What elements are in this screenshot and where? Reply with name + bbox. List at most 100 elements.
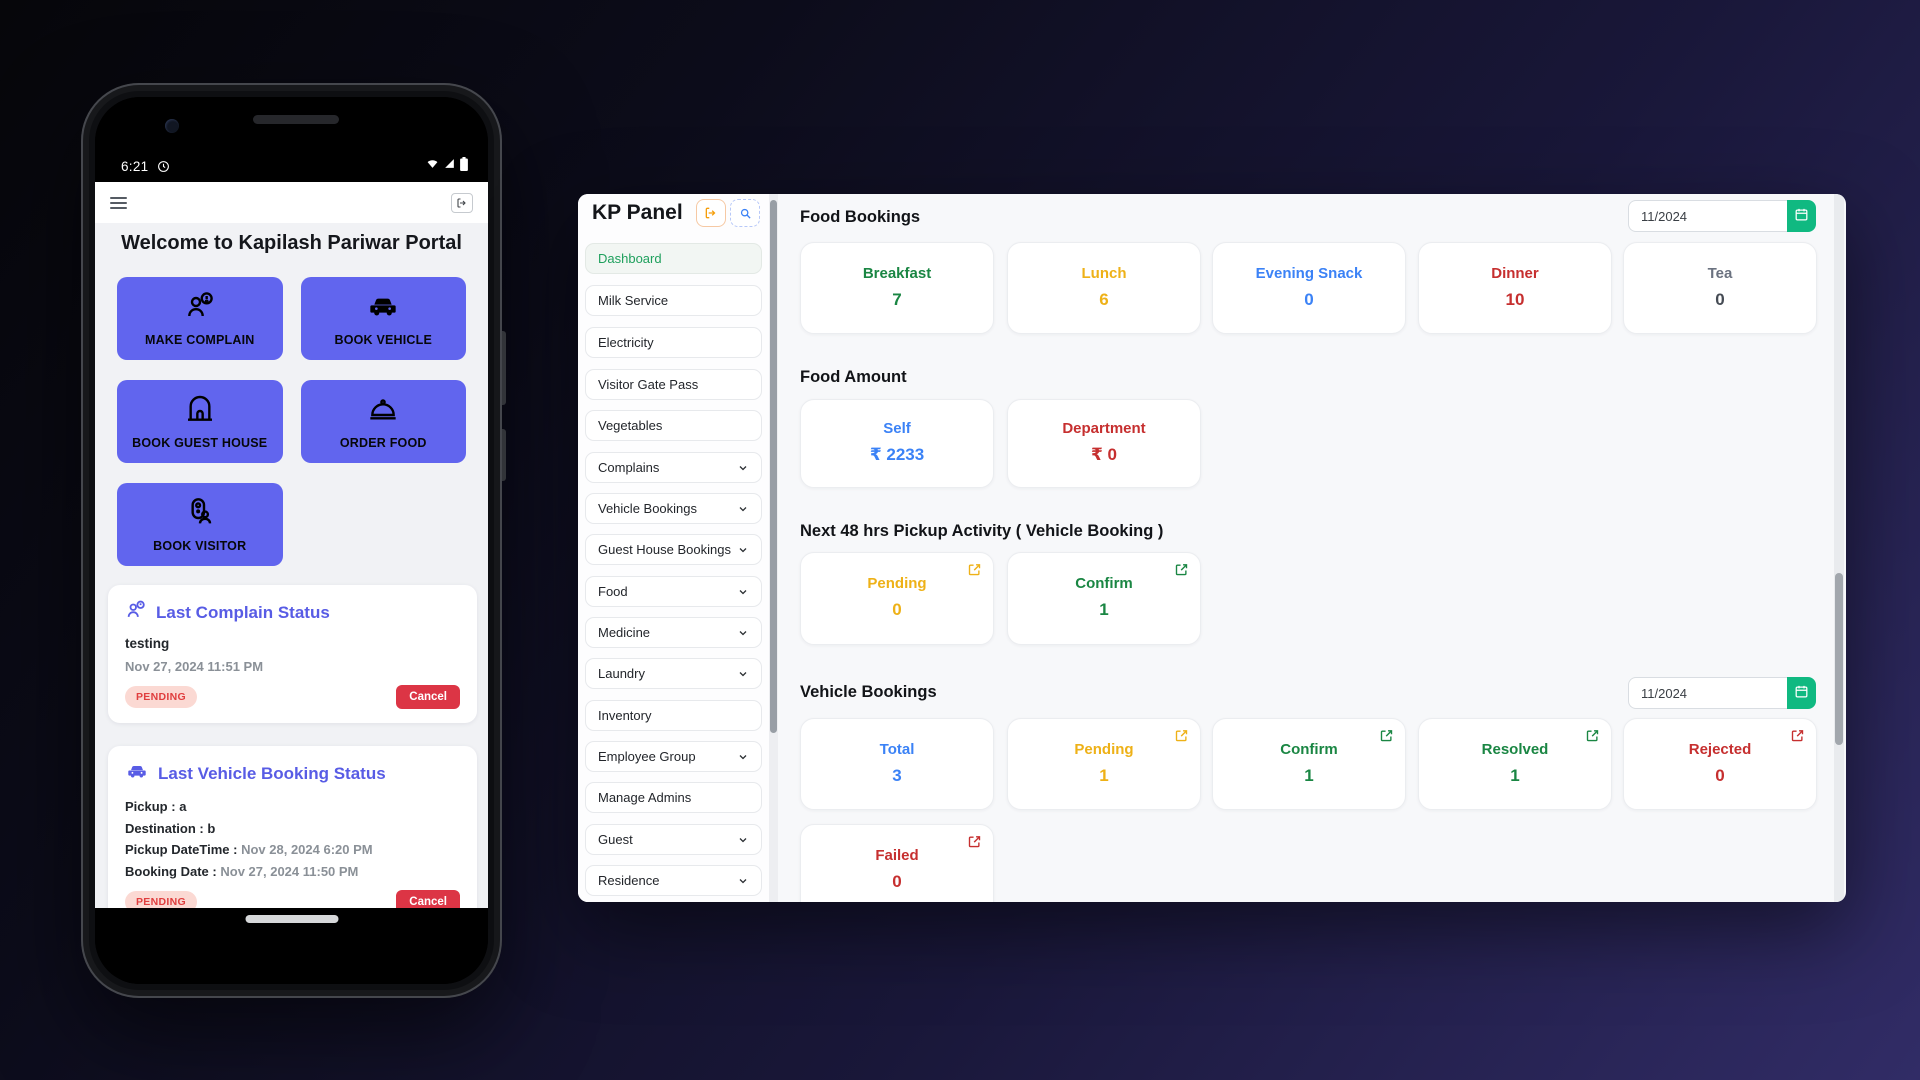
sidebar-item-laundry[interactable]: Laundry: [585, 658, 762, 689]
month-input[interactable]: [1628, 677, 1787, 709]
sidebar-item-milk-service[interactable]: Milk Service: [585, 285, 762, 316]
action-button-grid: MAKE COMPLAIN BOOK VEHICLE BOOK GUEST HO…: [117, 277, 466, 566]
section-heading-vehicle-bookings: Vehicle Bookings: [800, 683, 937, 701]
food-date-picker: [1628, 200, 1816, 232]
stat-card-dinner: Dinner 10: [1418, 242, 1612, 334]
sidebar-item-residence[interactable]: Residence: [585, 865, 762, 896]
stat-card-pickup-pending: Pending 0: [800, 552, 994, 645]
chevron-down-icon: [737, 668, 749, 680]
calendar-button[interactable]: [1787, 677, 1816, 709]
book-vehicle-button[interactable]: BOOK VEHICLE: [300, 277, 466, 360]
calendar-icon: [1794, 684, 1809, 702]
chevron-down-icon: [737, 503, 749, 515]
make-complain-button[interactable]: MAKE COMPLAIN: [117, 277, 283, 360]
action-label: BOOK GUEST HOUSE: [132, 436, 268, 450]
stat-card-breakfast: Breakfast 7: [800, 242, 994, 334]
phone-screen: 6:21 Welcome to Kapilash Pariwar Portal: [95, 97, 488, 984]
home-indicator[interactable]: [245, 915, 338, 923]
cancel-button[interactable]: Cancel: [396, 890, 460, 908]
external-link-icon[interactable]: [1174, 562, 1189, 577]
sidebar-item-vegetables[interactable]: Vegetables: [585, 410, 762, 441]
volume-button: [502, 331, 506, 405]
search-button[interactable]: [730, 199, 760, 227]
stat-card-tea: Tea 0: [1623, 242, 1817, 334]
sidebar-item-vehicle-bookings[interactable]: Vehicle Bookings: [585, 493, 762, 524]
month-input[interactable]: [1628, 200, 1787, 232]
stat-card-confirm: Confirm 1: [1212, 718, 1406, 810]
chevron-down-icon: [737, 875, 749, 887]
action-label: ORDER FOOD: [339, 436, 427, 450]
complain-person-icon: [125, 599, 147, 626]
stat-card-evening-snack: Evening Snack 0: [1212, 242, 1406, 334]
section-heading-food-bookings: Food Bookings: [800, 208, 921, 226]
sidebar-item-medicine[interactable]: Medicine: [585, 617, 762, 648]
visitor-icon: [184, 496, 216, 533]
external-link-icon[interactable]: [1790, 728, 1805, 743]
status-badge: PENDING: [125, 686, 197, 708]
vehicle-field: Pickup : a: [125, 799, 187, 814]
vehicle-field: Destination : b: [125, 820, 216, 836]
section-heading-pickup-activity: Next 48 hrs Pickup Activity ( Vehicle Bo…: [800, 522, 1164, 540]
external-link-icon[interactable]: [1585, 728, 1600, 743]
vehicle-date-picker: [1628, 677, 1816, 709]
stat-card-pickup-confirm: Confirm 1: [1007, 552, 1201, 645]
scrollbar-thumb[interactable]: [1835, 573, 1843, 745]
sidebar-item-visitor-gate-pass[interactable]: Visitor Gate Pass: [585, 369, 762, 400]
sidebar-item-inventory[interactable]: Inventory: [585, 700, 762, 731]
sidebar: KP Panel Dashboard Milk Service Electric…: [578, 194, 769, 902]
car-icon: [125, 760, 149, 787]
external-link-icon[interactable]: [967, 834, 982, 849]
sidebar-item-manage-admins[interactable]: Manage Admins: [585, 782, 762, 813]
kp-panel-window: KP Panel Dashboard Milk Service Electric…: [578, 194, 1846, 902]
guest-house-icon: [184, 393, 216, 430]
external-link-icon[interactable]: [1379, 728, 1394, 743]
sidebar-item-guest-house-bookings[interactable]: Guest House Bookings: [585, 534, 762, 565]
stat-card-pending: Pending 1: [1007, 718, 1201, 810]
order-food-button[interactable]: ORDER FOOD: [300, 380, 466, 463]
clock-icon: [157, 160, 170, 173]
stat-card-rejected: Rejected 0: [1623, 718, 1817, 810]
scrollbar-thumb[interactable]: [770, 200, 777, 733]
sidebar-item-complains[interactable]: Complains: [585, 452, 762, 483]
calendar-button[interactable]: [1787, 200, 1816, 232]
stat-card-resolved: Resolved 1: [1418, 718, 1612, 810]
book-visitor-button[interactable]: BOOK VISITOR: [117, 483, 283, 566]
status-time: 6:21: [121, 158, 149, 174]
status-badge: PENDING: [125, 891, 197, 908]
app-bar: [95, 182, 488, 223]
last-vehicle-booking-card: Last Vehicle Booking Status Pickup : a D…: [108, 746, 477, 908]
cancel-button[interactable]: Cancel: [396, 685, 460, 709]
speaker-grille: [253, 115, 339, 124]
signal-icon: [443, 157, 456, 175]
vehicle-field: Pickup DateTime : Nov 28, 2024 6:20 PM: [125, 842, 373, 857]
complain-person-icon: [184, 290, 216, 327]
phone-mockup: 6:21 Welcome to Kapilash Pariwar Portal: [81, 83, 506, 998]
calendar-icon: [1794, 207, 1809, 225]
main-scrollbar[interactable]: [1834, 194, 1844, 902]
stat-card-failed: Failed 0: [800, 824, 994, 902]
sidebar-item-food[interactable]: Food: [585, 576, 762, 607]
last-complain-status-card: Last Complain Status testing Nov 27, 202…: [108, 585, 477, 723]
battery-icon: [460, 156, 468, 176]
logout-icon[interactable]: [451, 192, 473, 213]
stat-card-total: Total 3: [800, 718, 994, 810]
logout-button[interactable]: [696, 199, 726, 227]
welcome-title: Welcome to Kapilash Pariwar Portal: [121, 232, 462, 254]
power-button: [502, 429, 506, 481]
sidebar-item-employee-group[interactable]: Employee Group: [585, 741, 762, 772]
sidebar-item-electricity[interactable]: Electricity: [585, 327, 762, 358]
sidebar-scrollbar[interactable]: [769, 194, 778, 902]
vehicle-field: Booking Date : Nov 27, 2024 11:50 PM: [125, 863, 359, 879]
sidebar-item-dashboard[interactable]: Dashboard: [585, 243, 762, 274]
external-link-icon[interactable]: [967, 562, 982, 577]
sidebar-item-guest[interactable]: Guest: [585, 824, 762, 855]
chevron-down-icon: [737, 544, 749, 556]
external-link-icon[interactable]: [1174, 728, 1189, 743]
camera-icon: [165, 119, 179, 133]
app-content: Welcome to Kapilash Pariwar Portal MAKE …: [95, 223, 488, 908]
chevron-down-icon: [737, 586, 749, 598]
wifi-icon: [426, 157, 439, 175]
menu-icon[interactable]: [110, 194, 127, 212]
book-guest-house-button[interactable]: BOOK GUEST HOUSE: [117, 380, 283, 463]
action-label: MAKE COMPLAIN: [144, 333, 255, 347]
